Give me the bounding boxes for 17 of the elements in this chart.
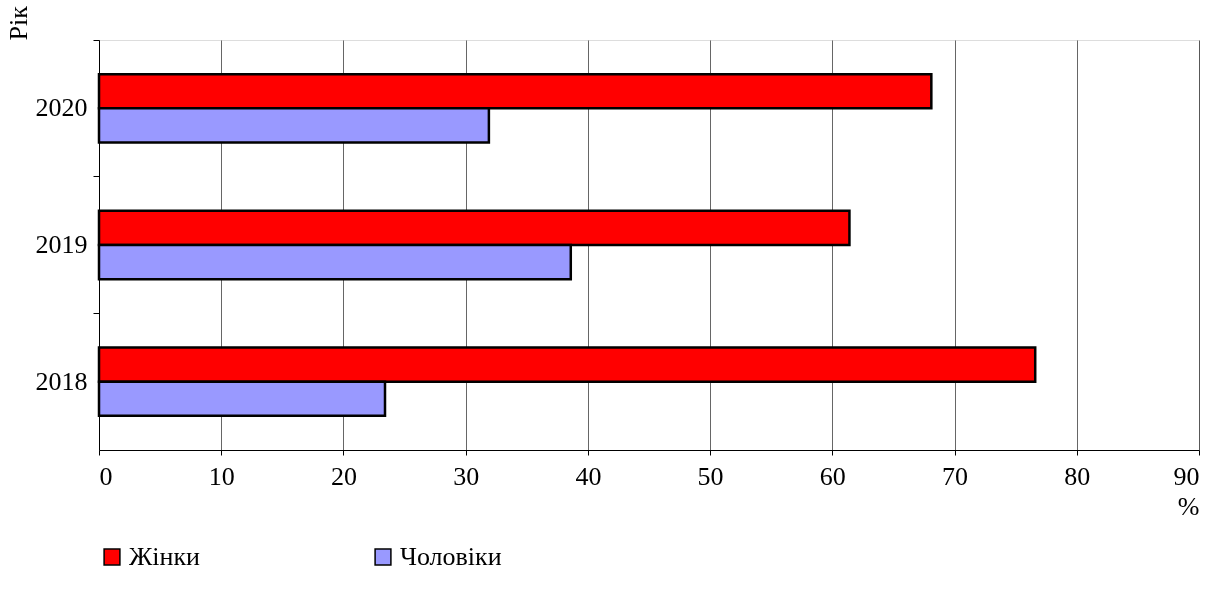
x-tick-label: 0 [99,461,113,491]
x-tick-label: 80 [1064,461,1091,491]
x-tick-label: 70 [942,461,969,491]
x-tick-label: 30 [453,461,480,491]
legend-label: Чоловіки [400,542,502,571]
legend-label: Жінки [129,542,201,571]
x-tick-label: 60 [819,461,846,491]
x-tick-label: 40 [575,461,602,491]
y-axis-title: Рік [3,5,33,41]
x-tick-label: 20 [330,461,357,491]
x-tick-label: 50 [697,461,724,491]
x-axis-title: % [1177,491,1200,521]
y-tick-label: 2020 [35,93,88,123]
y-tick-label: 2019 [35,230,88,259]
x-tick-label: 90 [1173,461,1200,491]
x-tick-label: 10 [208,461,235,491]
y-tick-label: 2018 [35,366,88,396]
